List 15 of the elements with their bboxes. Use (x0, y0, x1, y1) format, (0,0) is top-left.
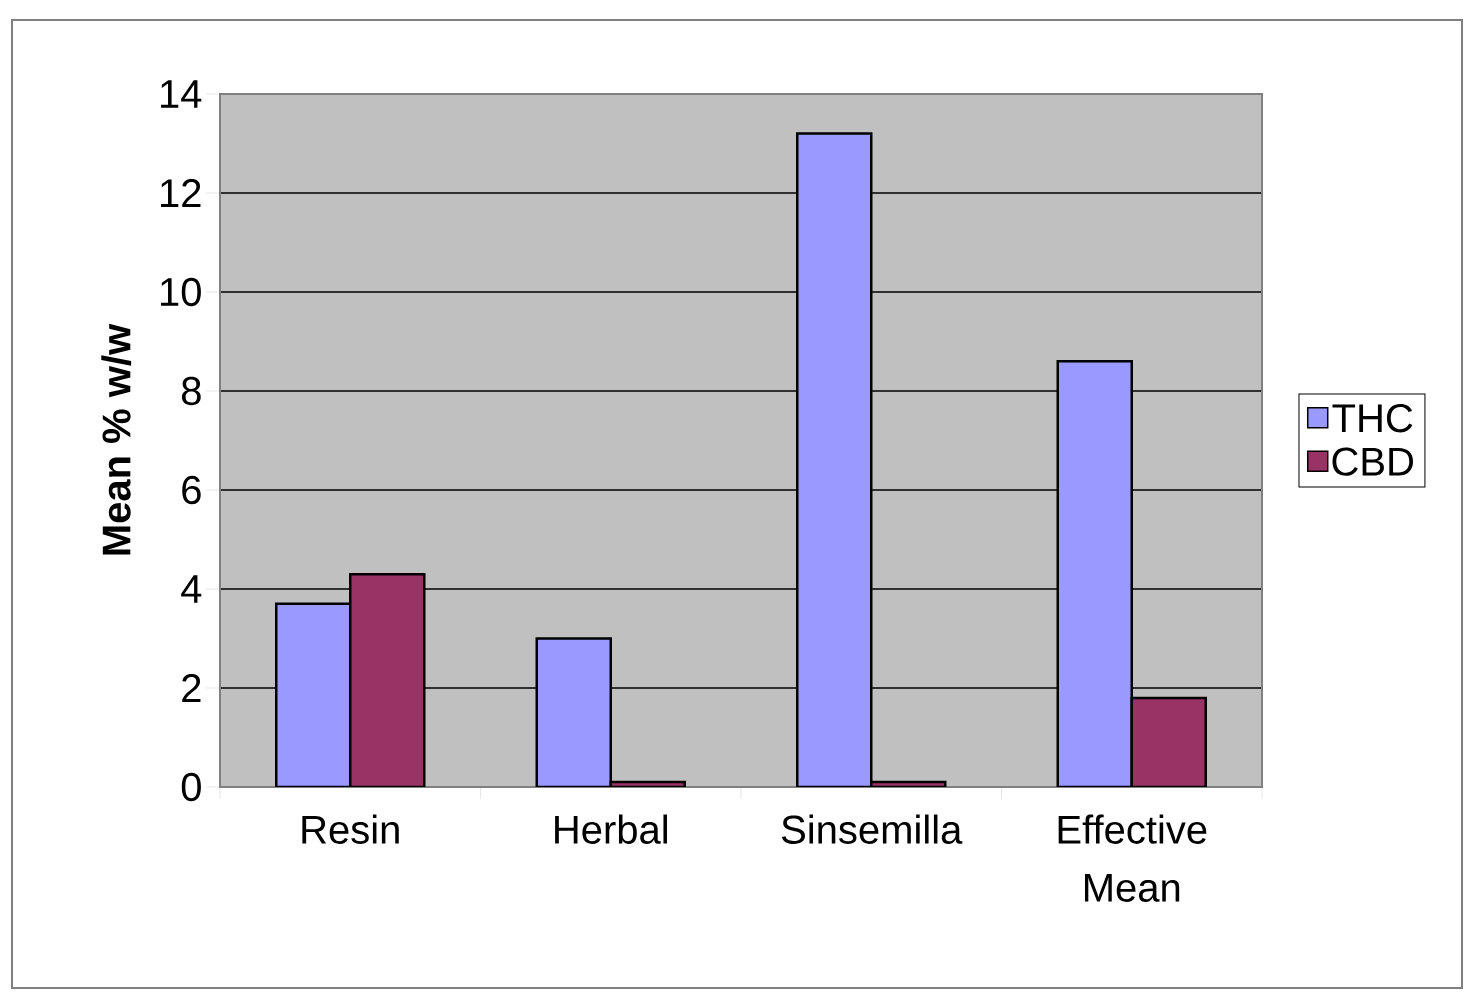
y-tick-label: 6 (182, 475, 201, 505)
legend-label: CBD (1332, 447, 1414, 476)
y-tick-label: 8 (181, 376, 201, 406)
y-tick-label: 2 (182, 674, 201, 702)
y-tick-label: 10 (161, 277, 201, 307)
y-tick-label: 4 (181, 575, 202, 603)
x-tick-label: Resin (302, 814, 399, 844)
x-tick-label: Herbal (555, 814, 667, 844)
y-axis-title: Mean % w/w (101, 323, 132, 555)
x-tick-label: Effective Mean (1058, 814, 1207, 902)
x-tick-label: Sinsemilla (781, 814, 963, 844)
y-tick-label: 0 (181, 772, 201, 802)
y-tick-label: 12 (161, 179, 201, 207)
legend-label: THC (1332, 404, 1413, 433)
y-tick-label: 14 (161, 80, 202, 108)
